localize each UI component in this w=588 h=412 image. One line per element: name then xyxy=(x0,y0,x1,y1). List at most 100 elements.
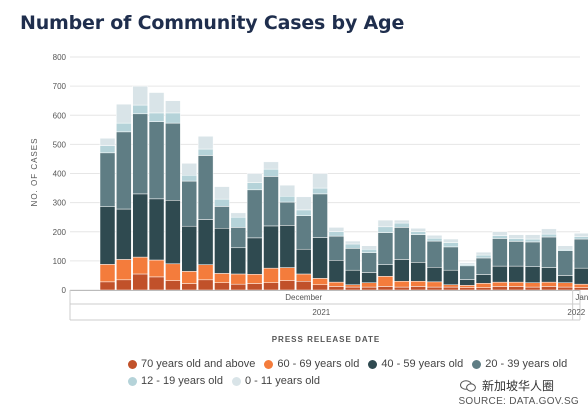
legend-item[interactable]: 0 - 11 years old xyxy=(231,374,320,389)
bar-segment[interactable] xyxy=(524,238,541,243)
bar-segment[interactable] xyxy=(475,274,492,284)
bar-segment[interactable] xyxy=(181,225,197,272)
bar-segment[interactable] xyxy=(246,274,263,284)
bar-segment[interactable] xyxy=(394,281,410,288)
bar-segment[interactable] xyxy=(443,246,459,271)
bar-segment[interactable] xyxy=(230,216,247,228)
bar-segment[interactable] xyxy=(214,273,230,283)
bar-segment[interactable] xyxy=(377,219,394,228)
bar-segment[interactable] xyxy=(116,122,132,133)
bar-segment[interactable] xyxy=(230,283,247,291)
bar-segment[interactable] xyxy=(443,269,459,286)
bar-segment[interactable] xyxy=(345,284,361,288)
bar-segment[interactable] xyxy=(246,173,263,183)
legend-item[interactable]: 70 years old and above xyxy=(128,357,255,372)
bar-segment[interactable] xyxy=(279,195,296,203)
bar-segment[interactable] xyxy=(116,259,132,281)
bar-segment[interactable] xyxy=(394,259,410,282)
bar-segment[interactable] xyxy=(328,281,345,287)
bar-segment[interactable] xyxy=(181,283,197,291)
bar-segment[interactable] xyxy=(573,287,588,291)
bar-segment[interactable] xyxy=(99,264,116,283)
bar-segment[interactable] xyxy=(246,237,263,275)
bar-segment[interactable] xyxy=(132,113,148,195)
bar-segment[interactable] xyxy=(263,161,279,170)
bar-segment[interactable] xyxy=(295,215,312,250)
bar-segment[interactable] xyxy=(459,265,475,280)
bar-segment[interactable] xyxy=(508,281,524,287)
bar-segment[interactable] xyxy=(361,282,377,288)
bar-segment[interactable] xyxy=(230,273,247,285)
bar-segment[interactable] xyxy=(181,174,197,182)
bar-segment[interactable] xyxy=(459,279,475,286)
bar-segment[interactable] xyxy=(295,281,312,291)
bar-segment[interactable] xyxy=(328,235,345,261)
bar-segment[interactable] xyxy=(377,276,394,287)
bar-segment[interactable] xyxy=(263,267,279,283)
bar-segment[interactable] xyxy=(263,225,279,269)
bar-segment[interactable] xyxy=(361,248,377,253)
bar-segment[interactable] xyxy=(312,237,328,279)
bar-segment[interactable] xyxy=(541,286,557,291)
bar-segment[interactable] xyxy=(573,232,588,237)
bar-segment[interactable] xyxy=(492,238,508,267)
bar-segment[interactable] xyxy=(132,256,148,275)
bar-segment[interactable] xyxy=(377,264,394,277)
legend-item[interactable]: 20 - 39 years old xyxy=(472,357,567,372)
bar-segment[interactable] xyxy=(116,279,132,291)
bar-segment[interactable] xyxy=(475,283,492,288)
bar-segment[interactable] xyxy=(279,201,296,226)
bar-segment[interactable] xyxy=(132,273,148,291)
bar-segment[interactable] xyxy=(197,279,214,291)
bar-segment[interactable] xyxy=(557,250,574,276)
bar-segment[interactable] xyxy=(475,257,492,275)
bar-segment[interactable] xyxy=(165,280,181,291)
bar-segment[interactable] xyxy=(328,286,345,291)
bar-segment[interactable] xyxy=(263,176,279,227)
bar-segment[interactable] xyxy=(426,286,443,291)
bar-segment[interactable] xyxy=(459,285,475,288)
bar-segment[interactable] xyxy=(345,248,361,271)
bar-segment[interactable] xyxy=(345,243,361,249)
bar-segment[interactable] xyxy=(165,263,181,281)
bar-segment[interactable] xyxy=(279,267,296,281)
bar-segment[interactable] xyxy=(361,272,377,283)
bar-segment[interactable] xyxy=(377,286,394,291)
bar-segment[interactable] xyxy=(394,222,410,228)
bar-segment[interactable] xyxy=(492,281,508,287)
bar-segment[interactable] xyxy=(148,198,165,261)
bar-segment[interactable] xyxy=(475,287,492,291)
bar-segment[interactable] xyxy=(557,245,574,250)
bar-segment[interactable] xyxy=(492,231,508,236)
bar-segment[interactable] xyxy=(116,131,132,210)
bar-segment[interactable] xyxy=(312,284,328,291)
bar-segment[interactable] xyxy=(410,234,426,263)
bar-segment[interactable] xyxy=(116,103,132,124)
bar-segment[interactable] xyxy=(443,238,459,243)
bar-segment[interactable] xyxy=(165,122,181,201)
bar-segment[interactable] xyxy=(394,219,410,224)
bar-segment[interactable] xyxy=(312,278,328,286)
bar-segment[interactable] xyxy=(443,286,459,291)
bar-segment[interactable] xyxy=(361,286,377,291)
bar-segment[interactable] xyxy=(508,265,524,283)
bar-segment[interactable] xyxy=(377,232,394,265)
bar-segment[interactable] xyxy=(426,267,443,283)
bar-segment[interactable] xyxy=(312,187,328,195)
bar-segment[interactable] xyxy=(312,173,328,189)
bar-segment[interactable] xyxy=(557,275,574,283)
bar-segment[interactable] xyxy=(508,234,524,239)
bar-segment[interactable] xyxy=(99,138,116,146)
bar-segment[interactable] xyxy=(328,231,345,237)
bar-segment[interactable] xyxy=(524,282,541,288)
bar-segment[interactable] xyxy=(492,265,508,283)
bar-segment[interactable] xyxy=(573,238,588,269)
bar-segment[interactable] xyxy=(492,286,508,291)
bar-segment[interactable] xyxy=(148,112,165,122)
bar-segment[interactable] xyxy=(541,233,557,238)
bar-segment[interactable] xyxy=(426,234,443,239)
bar-segment[interactable] xyxy=(573,283,588,288)
bar-segment[interactable] xyxy=(524,286,541,291)
bar-segment[interactable] xyxy=(426,281,443,288)
bar-segment[interactable] xyxy=(394,286,410,291)
